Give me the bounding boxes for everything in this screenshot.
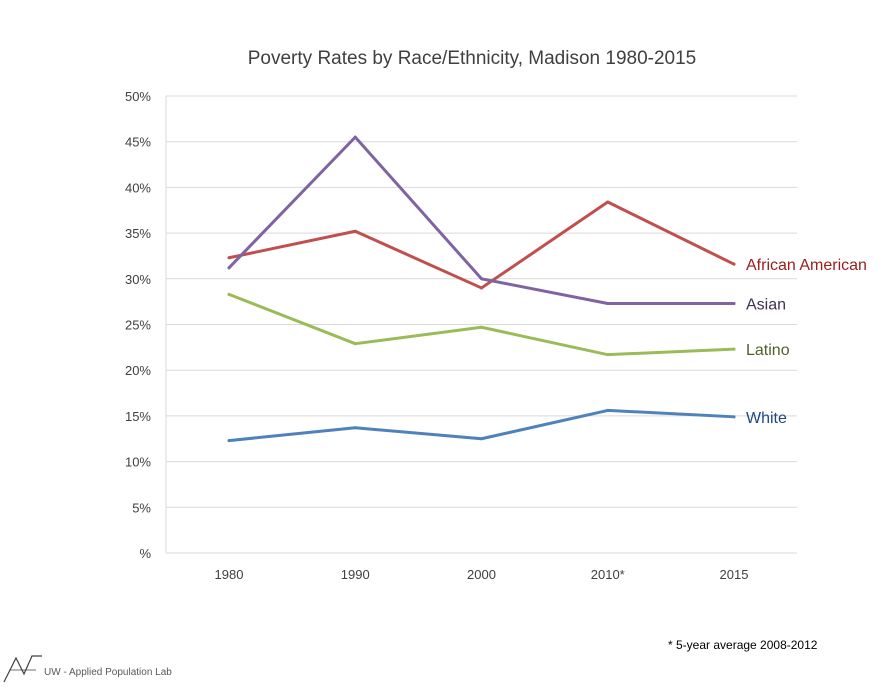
data-point bbox=[480, 325, 483, 329]
axes: % 5% 10% 15% 20% 25% 30% 35% 40% 45% 50% 1980 1990 20… bbox=[125, 89, 797, 582]
series-labels: African American Asian Latino White bbox=[746, 257, 867, 427]
y-tick-label: 35% bbox=[125, 226, 151, 241]
data-point bbox=[227, 439, 231, 443]
series-label: Asian bbox=[746, 296, 786, 313]
footnote: * 5-year average 2008-2012 bbox=[668, 638, 818, 652]
data-point bbox=[353, 229, 357, 233]
data-point bbox=[606, 200, 610, 204]
data-point bbox=[227, 292, 231, 296]
data-point bbox=[227, 256, 231, 260]
data-point bbox=[606, 353, 610, 357]
apl-logo-icon bbox=[3, 655, 42, 683]
data-point bbox=[606, 301, 610, 305]
data-point bbox=[480, 286, 483, 290]
credit: UW - Applied Population Lab bbox=[0, 652, 240, 686]
data-point bbox=[732, 301, 736, 305]
x-tick-label: 2000 bbox=[467, 567, 496, 582]
data-point bbox=[353, 426, 357, 430]
data-point bbox=[353, 135, 357, 139]
y-tick-label: 50% bbox=[125, 89, 151, 104]
y-tick-label: 25% bbox=[125, 318, 151, 333]
x-tick-label: 1990 bbox=[341, 567, 370, 582]
data-point bbox=[480, 277, 483, 281]
y-tick-label: 30% bbox=[125, 272, 151, 287]
data-point bbox=[732, 415, 736, 419]
x-tick-label: 2010* bbox=[591, 567, 625, 582]
data-point bbox=[732, 262, 736, 266]
y-tick-label: 15% bbox=[125, 409, 151, 424]
y-tick-label: 20% bbox=[125, 363, 151, 378]
series-label: African American bbox=[746, 257, 867, 274]
chart-title: Poverty Rates by Race/Ethnicity, Madison… bbox=[248, 48, 697, 69]
x-tick-label: 1980 bbox=[215, 567, 244, 582]
data-point bbox=[480, 437, 483, 441]
credit-text: UW - Applied Population Lab bbox=[44, 667, 172, 678]
y-tick-label: 40% bbox=[125, 180, 151, 195]
y-tick-label: 45% bbox=[125, 135, 151, 150]
y-tick-label: 10% bbox=[125, 455, 151, 470]
data-point bbox=[732, 347, 736, 351]
series-lines bbox=[227, 135, 736, 443]
x-tick-label: 2015 bbox=[720, 567, 749, 582]
series-line-white bbox=[227, 408, 736, 443]
data-point bbox=[606, 408, 610, 412]
series-line-african-american bbox=[227, 200, 736, 290]
series-label: Latino bbox=[746, 342, 790, 359]
data-point bbox=[227, 266, 231, 270]
gridlines bbox=[166, 95, 797, 508]
series-label: White bbox=[746, 410, 787, 427]
data-point bbox=[353, 342, 357, 346]
y-tick-label: % bbox=[139, 546, 151, 561]
y-tick-label: 5% bbox=[132, 500, 151, 515]
